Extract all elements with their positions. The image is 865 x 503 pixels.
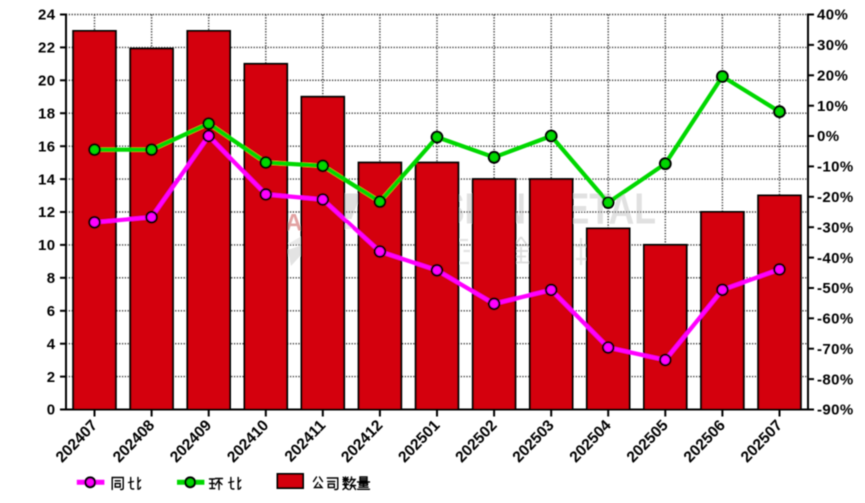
svg-text:-70%: -70%: [817, 341, 854, 358]
svg-text:20: 20: [38, 73, 56, 90]
svg-text:6: 6: [47, 303, 56, 320]
svg-text:-80%: -80%: [817, 371, 854, 388]
svg-text:40%: 40%: [817, 7, 848, 24]
svg-text:10%: 10%: [817, 98, 848, 115]
svg-text:18: 18: [38, 106, 56, 123]
svg-text:14: 14: [38, 171, 56, 188]
svg-text:-40%: -40%: [817, 250, 854, 267]
svg-text:A: A: [285, 210, 302, 237]
svg-text:-20%: -20%: [817, 189, 854, 206]
svg-text:4: 4: [47, 336, 56, 353]
svg-text:30%: 30%: [817, 37, 848, 54]
svg-text:2: 2: [47, 369, 56, 386]
svg-text:22: 22: [38, 40, 56, 57]
svg-text:10: 10: [38, 237, 56, 254]
svg-text:-30%: -30%: [817, 219, 854, 236]
svg-text:0: 0: [47, 402, 56, 419]
svg-text:24: 24: [38, 7, 56, 24]
svg-text:12: 12: [38, 204, 56, 221]
svg-text:-60%: -60%: [817, 311, 854, 328]
svg-text:8: 8: [47, 270, 56, 287]
svg-text:16: 16: [38, 138, 56, 155]
svg-text:0%: 0%: [817, 128, 839, 145]
svg-text:20%: 20%: [817, 68, 848, 85]
svg-text:-90%: -90%: [817, 402, 854, 419]
svg-text:-50%: -50%: [817, 280, 854, 297]
svg-text:-10%: -10%: [817, 159, 854, 176]
